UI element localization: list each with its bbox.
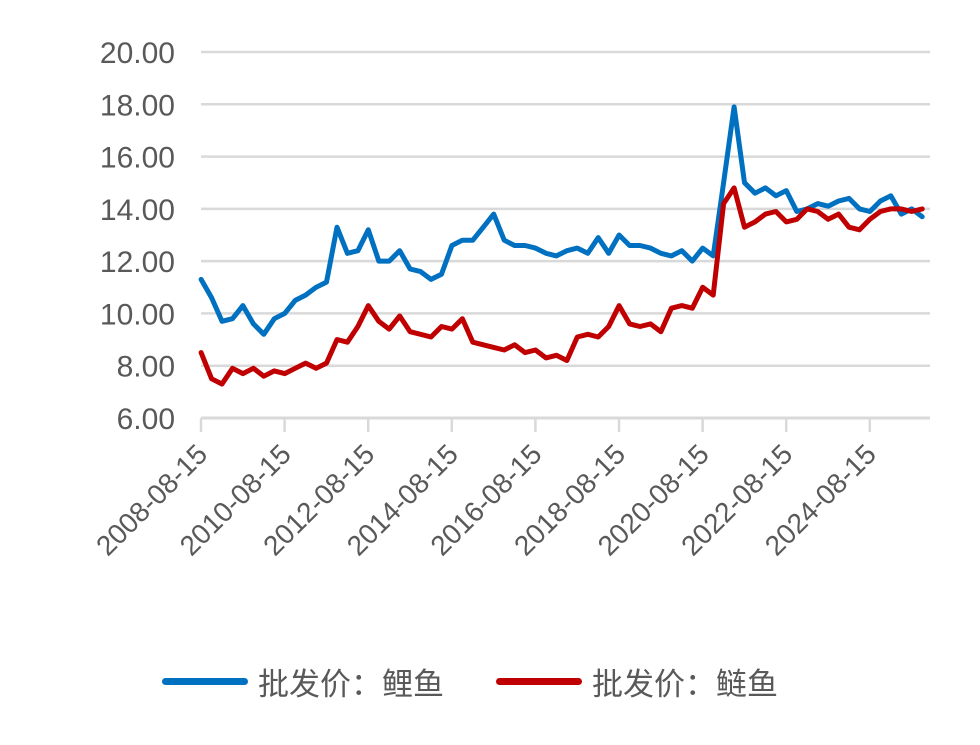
legend-swatch-carp-icon [162, 677, 248, 685]
y-tick-label: 20.00 [100, 37, 175, 70]
y-tick-label: 16.00 [100, 142, 175, 175]
series-lines [198, 104, 925, 387]
legend-item-carp: 批发价：鲤鱼 [162, 656, 444, 706]
legend-label-silver-carp: 批发价：鲢鱼 [592, 666, 778, 703]
y-tick-label: 10.00 [100, 298, 175, 331]
y-tick-label: 14.00 [100, 194, 175, 227]
series-line-silver-carp [198, 185, 925, 387]
y-tick-label: 18.00 [100, 89, 175, 122]
line-chart: 6.00 8.00 10.00 12.00 14.00 16.00 18.00 20.00 2… [90, 37, 930, 562]
series-line-carp [198, 104, 925, 337]
y-tick-label: 8.00 [117, 351, 175, 384]
legend: 批发价：鲤鱼 批发价：鲢鱼 [0, 656, 980, 706]
y-axis: 6.00 8.00 10.00 12.00 14.00 16.00 18.00 20.00 [100, 37, 175, 436]
y-tick-label: 12.00 [100, 246, 175, 279]
y-tick-label: 6.00 [117, 403, 175, 436]
x-axis: 2008-08-152010-08-152012-08-152014-08-15… [90, 418, 882, 562]
legend-label-carp: 批发价：鲤鱼 [258, 666, 444, 703]
legend-swatch-silver-carp-icon [496, 677, 582, 685]
legend-item-silver-carp: 批发价：鲢鱼 [496, 656, 778, 706]
